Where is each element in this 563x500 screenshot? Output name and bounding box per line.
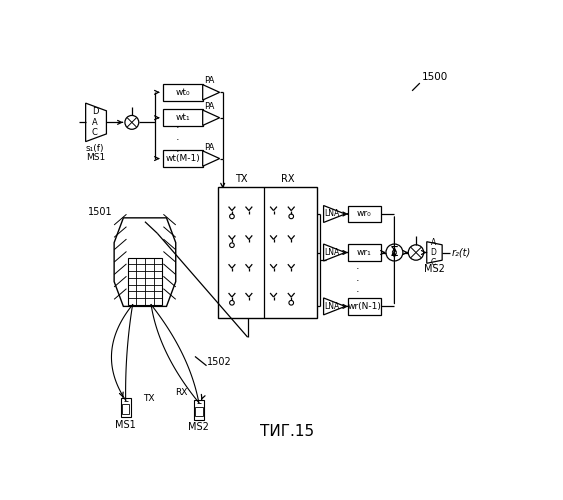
Text: A
D
C: A D C <box>431 238 437 268</box>
FancyBboxPatch shape <box>348 298 381 315</box>
Text: PA: PA <box>204 76 215 86</box>
FancyBboxPatch shape <box>163 110 203 126</box>
Polygon shape <box>114 218 176 306</box>
Polygon shape <box>203 151 220 166</box>
Polygon shape <box>203 110 220 126</box>
FancyBboxPatch shape <box>120 398 131 417</box>
Text: Σ: Σ <box>390 246 399 260</box>
Text: wr(N-1): wr(N-1) <box>347 302 381 311</box>
Text: RX: RX <box>280 174 294 184</box>
Text: 1501: 1501 <box>88 206 113 216</box>
FancyBboxPatch shape <box>128 258 162 304</box>
FancyBboxPatch shape <box>163 150 203 167</box>
Text: MS2: MS2 <box>189 422 209 432</box>
FancyBboxPatch shape <box>194 400 204 419</box>
Polygon shape <box>86 103 106 142</box>
Polygon shape <box>427 242 442 264</box>
Text: D
A
C: D A C <box>92 108 98 138</box>
Text: ·
·
·: · · · <box>176 124 180 156</box>
Text: r₂(t): r₂(t) <box>452 248 471 258</box>
Text: PA: PA <box>204 142 215 152</box>
Text: PA: PA <box>204 102 215 110</box>
FancyBboxPatch shape <box>218 187 316 318</box>
Text: LNA: LNA <box>325 302 340 311</box>
Text: wr₀: wr₀ <box>357 210 372 218</box>
Text: ΤИГ.15: ΤИГ.15 <box>260 424 315 438</box>
Text: MS1: MS1 <box>86 152 105 162</box>
Polygon shape <box>324 244 345 261</box>
Text: ·
·
·: · · · <box>356 264 359 298</box>
Text: wt(M-1): wt(M-1) <box>166 154 200 163</box>
Polygon shape <box>324 206 345 222</box>
FancyBboxPatch shape <box>122 404 129 413</box>
FancyBboxPatch shape <box>195 406 203 416</box>
Text: wt₁: wt₁ <box>175 114 190 122</box>
Text: LNA: LNA <box>325 210 340 218</box>
Text: TX: TX <box>235 174 247 184</box>
Text: RX: RX <box>175 388 187 397</box>
Polygon shape <box>203 84 220 100</box>
Text: wt₀: wt₀ <box>175 88 190 97</box>
FancyBboxPatch shape <box>163 84 203 101</box>
Text: s₁(f): s₁(f) <box>86 144 104 153</box>
FancyBboxPatch shape <box>348 206 381 222</box>
Text: wr₁: wr₁ <box>357 248 372 257</box>
FancyBboxPatch shape <box>348 244 381 261</box>
Text: MS1: MS1 <box>115 420 136 430</box>
Text: MS2: MS2 <box>424 264 445 274</box>
Text: 1500: 1500 <box>422 72 448 82</box>
Text: TX: TX <box>142 394 154 404</box>
Text: LNA: LNA <box>325 248 340 257</box>
Polygon shape <box>324 298 345 315</box>
Text: 1502: 1502 <box>207 357 231 367</box>
